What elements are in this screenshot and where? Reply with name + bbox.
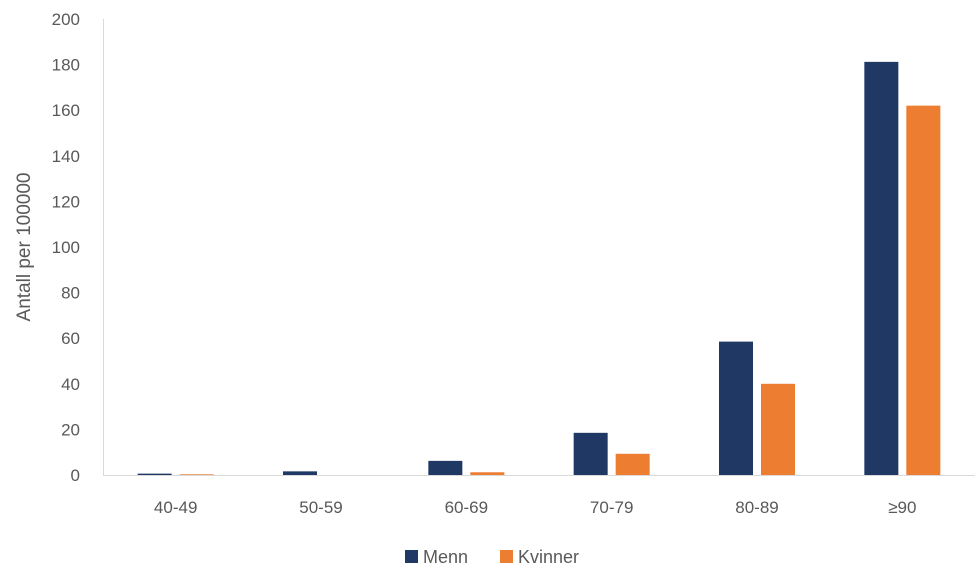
y-tick-label: 160 — [52, 101, 80, 120]
x-tick-label: 80-89 — [735, 498, 778, 517]
bars — [137, 61, 941, 475]
bar-menn-1 — [283, 471, 317, 475]
bar-menn-3 — [573, 432, 608, 475]
y-tick-label: 100 — [52, 238, 80, 257]
y-axis-title: Antall per 100000 — [14, 173, 35, 322]
x-axis-ticks: 40-49 50-59 60-69 70-79 80-89 ≥90 — [154, 498, 917, 517]
y-tick-label: 140 — [52, 147, 80, 166]
legend-label-kvinner: Kvinner — [518, 547, 579, 567]
bar-menn-4 — [719, 341, 753, 475]
bar-menn-5 — [864, 61, 899, 475]
x-tick-label: ≥90 — [888, 498, 916, 517]
y-tick-label: 180 — [52, 56, 80, 75]
y-tick-label: 0 — [71, 466, 80, 485]
legend-label-menn: Menn — [423, 547, 468, 567]
bar-kvinner-2 — [470, 472, 505, 475]
x-tick-label: 40-49 — [154, 498, 197, 517]
y-tick-label: 40 — [61, 375, 80, 394]
legend-swatch-menn — [405, 550, 418, 563]
y-tick-label: 120 — [52, 192, 80, 211]
bar-kvinner-5 — [906, 105, 941, 475]
y-tick-label: 80 — [61, 284, 80, 303]
bar-menn-2 — [428, 460, 463, 475]
x-tick-label: 60-69 — [445, 498, 488, 517]
y-tick-label: 60 — [61, 329, 80, 348]
bar-kvinner-0 — [179, 474, 214, 475]
x-tick-label: 70-79 — [590, 498, 633, 517]
y-tick-label: 200 — [52, 10, 80, 29]
y-axis-ticks: 0 20 40 60 80 100 120 140 160 180 200 — [52, 10, 80, 485]
legend-swatch-kvinner — [500, 550, 513, 563]
legend: Menn Kvinner — [405, 547, 579, 567]
bar-kvinner-3 — [615, 453, 650, 475]
bar-menn-0 — [137, 473, 172, 475]
bar-kvinner-4 — [761, 383, 795, 475]
x-tick-label: 50-59 — [299, 498, 342, 517]
y-tick-label: 20 — [61, 420, 80, 439]
